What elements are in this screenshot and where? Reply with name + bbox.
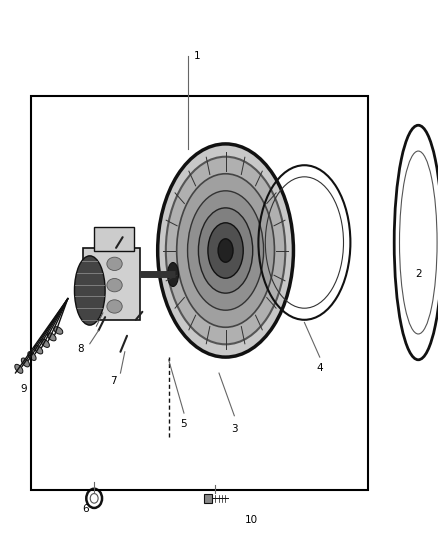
Ellipse shape: [208, 223, 243, 278]
Ellipse shape: [166, 157, 285, 344]
Ellipse shape: [158, 144, 293, 357]
Bar: [83, 248, 140, 320]
Ellipse shape: [54, 327, 63, 334]
Ellipse shape: [34, 345, 43, 354]
Text: 4: 4: [316, 363, 323, 373]
Bar: [31, 96, 368, 490]
Ellipse shape: [74, 256, 105, 325]
Ellipse shape: [107, 278, 122, 292]
Text: 10: 10: [245, 515, 258, 524]
Text: 7: 7: [110, 376, 117, 386]
Ellipse shape: [47, 333, 56, 341]
Ellipse shape: [198, 208, 253, 293]
Ellipse shape: [28, 352, 36, 360]
Bar: [94, 227, 134, 251]
Ellipse shape: [107, 300, 122, 313]
Ellipse shape: [168, 263, 179, 287]
Text: 3: 3: [231, 424, 238, 434]
Ellipse shape: [187, 191, 264, 310]
Ellipse shape: [15, 365, 23, 373]
Bar: [204, 494, 212, 503]
Text: 8: 8: [78, 344, 85, 354]
Ellipse shape: [177, 174, 275, 327]
Text: 5: 5: [180, 419, 187, 429]
Ellipse shape: [41, 339, 49, 348]
Text: 9: 9: [21, 384, 28, 394]
Text: 1: 1: [194, 51, 201, 61]
Text: 6: 6: [82, 504, 89, 514]
Ellipse shape: [21, 358, 29, 367]
Ellipse shape: [107, 257, 122, 271]
Text: 2: 2: [415, 270, 422, 279]
Ellipse shape: [218, 239, 233, 262]
